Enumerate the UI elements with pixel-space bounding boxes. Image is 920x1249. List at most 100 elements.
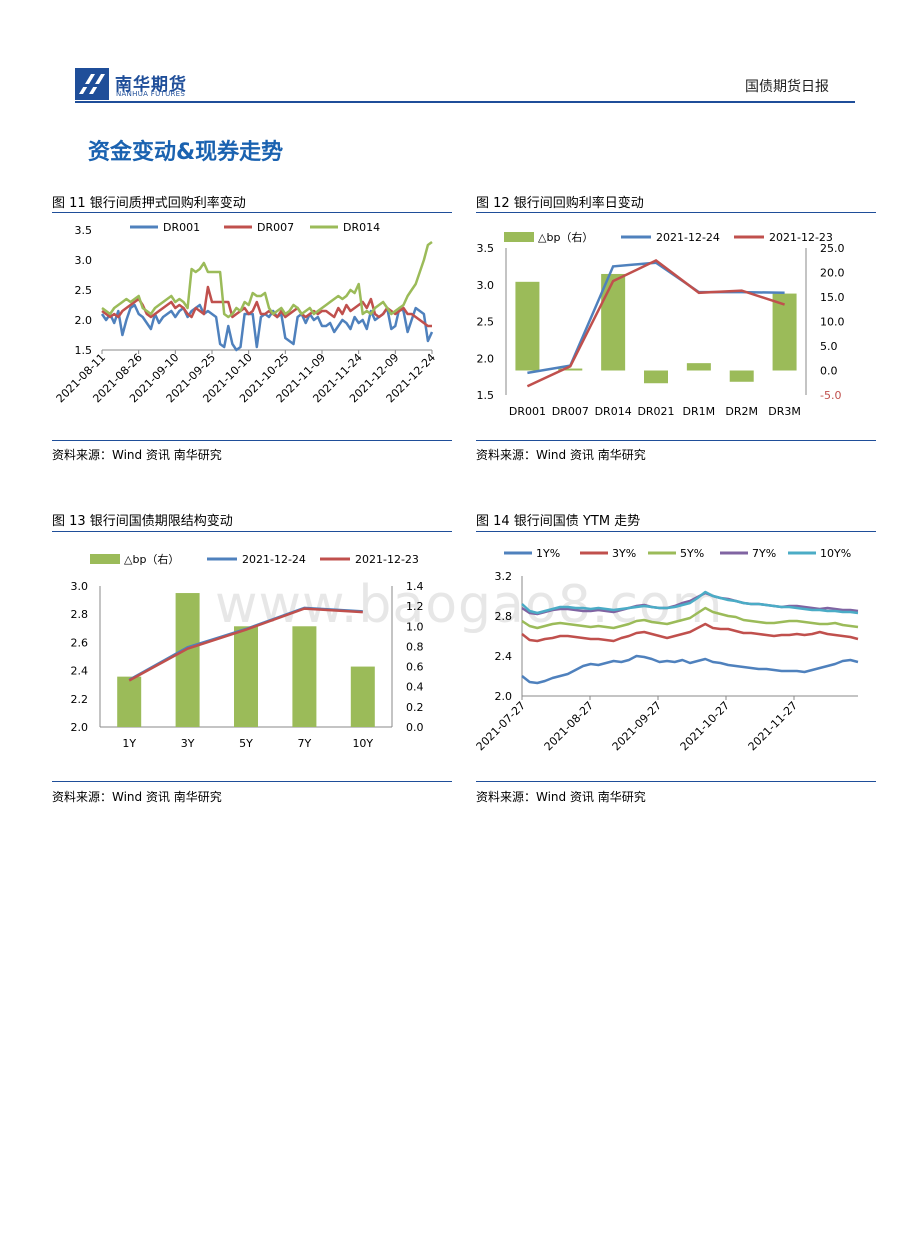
- series-line-dr014: [101, 240, 433, 319]
- bar: [601, 273, 626, 371]
- legend-label: 1Y%: [536, 547, 560, 560]
- logo-subtext: NANHUA FUTURES: [116, 90, 186, 98]
- bar: [292, 626, 317, 727]
- series-line: [128, 607, 363, 682]
- term-structure-chart: 3.0 2.8 2.6 2.4 2.2 2.0 1.4 1.2 1.0 0.8 0.6 0.4 0.2 0…: [71, 552, 424, 750]
- bar: [234, 626, 258, 727]
- y-right-tick-label: 1.0: [406, 620, 424, 633]
- y-right-tick-label: 0.0: [820, 365, 838, 378]
- x-tick-label: DR014: [595, 405, 632, 418]
- y-right-tick-label: 5.0: [820, 340, 838, 353]
- y-tick-label: 2.4: [495, 650, 513, 663]
- y-right-tick-label: 1.4: [406, 580, 424, 593]
- legend-label: 2021-12-23: [355, 553, 419, 566]
- x-tick-label: DR001: [509, 405, 546, 418]
- legend-label: 2021-12-24: [656, 231, 720, 244]
- figure-divider: [476, 531, 876, 532]
- figure-title: 图 12 银行间回购利率日变动: [476, 196, 644, 211]
- y-tick-label: 3.0: [75, 254, 93, 267]
- series-line-dr007: [101, 285, 432, 328]
- x-tick-label: 5Y: [239, 737, 253, 750]
- figure-divider: [52, 531, 452, 532]
- y-left-tick-label: 2.4: [71, 665, 89, 678]
- y-left-tick-label: 2.6: [71, 636, 89, 649]
- series-line: [521, 590, 859, 615]
- y-tick-label: 2.5: [75, 284, 93, 297]
- y-left-tick-label: 2.8: [71, 608, 89, 621]
- source-note: 资料来源：Wind 资讯 南华研究: [476, 790, 646, 804]
- figure-divider: [476, 781, 876, 782]
- header-divider: [75, 101, 855, 103]
- y-right-tick-label: 10.0: [820, 316, 845, 329]
- legend-label: 2021-12-24: [242, 553, 306, 566]
- legend-swatch: [90, 554, 120, 564]
- x-tick-label: 3Y: [181, 737, 195, 750]
- x-tick-label: DR021: [637, 405, 674, 418]
- x-tick-label: DR007: [552, 405, 589, 418]
- y-right-tick-label: 0.6: [406, 661, 424, 674]
- x-tick-label: 2021-10-27: [678, 699, 732, 753]
- legend-label: 5Y%: [680, 547, 704, 560]
- legend-label: 7Y%: [752, 547, 776, 560]
- y-left-tick-label: 3.0: [477, 279, 495, 292]
- repo-rate-line-chart: 3.53.02.52.01.52021-08-112021-08-262021-…: [54, 221, 438, 405]
- figure-divider: [52, 212, 452, 213]
- bar: [350, 666, 375, 727]
- y-right-tick-label: -5.0: [820, 389, 841, 402]
- page-header: 南华期货 NANHUA FUTURES 国债期货日报: [75, 66, 855, 102]
- series-line: [527, 261, 785, 375]
- bar: [729, 370, 754, 382]
- y-left-tick-label: 2.0: [477, 352, 495, 365]
- bar: [772, 293, 797, 371]
- y-left-tick-label: 2.5: [477, 316, 495, 329]
- y-tick-label: 2.0: [75, 314, 93, 327]
- bar: [117, 676, 142, 727]
- y-tick-label: 2.8: [495, 610, 513, 623]
- bar: [175, 593, 200, 727]
- y-tick-label: 3.2: [495, 570, 513, 583]
- y-left-tick-label: 2.2: [71, 693, 89, 706]
- y-tick-label: 1.5: [75, 344, 93, 357]
- series-line: [521, 591, 859, 616]
- legend-label: DR007: [257, 221, 294, 234]
- figure-title: 图 13 银行间国债期限结构变动: [52, 514, 233, 529]
- y-right-tick-label: 0.4: [406, 681, 424, 694]
- legend-label: 10Y%: [820, 547, 851, 560]
- series-line-dr001: [100, 303, 434, 352]
- source-note: 资料来源：Wind 资讯 南华研究: [52, 790, 222, 804]
- bar: [644, 370, 668, 384]
- legend-label: △bp（右）: [124, 552, 179, 566]
- legend-label: DR014: [343, 221, 380, 234]
- legend-swatch: [504, 232, 534, 242]
- x-tick-label: 7Y: [298, 737, 312, 750]
- y-right-tick-label: 15.0: [820, 291, 845, 304]
- figure-divider: [476, 212, 876, 213]
- source-note: 资料来源：Wind 资讯 南华研究: [476, 448, 646, 462]
- y-tick-label: 2.0: [495, 690, 513, 703]
- y-right-tick-label: 0.8: [406, 640, 424, 653]
- figure-title: 图 11 银行间质押式回购利率变动: [52, 196, 246, 211]
- legend-label: 3Y%: [612, 547, 636, 560]
- y-tick-label: 3.5: [75, 224, 93, 237]
- series-line: [521, 606, 859, 630]
- figure-title: 图 14 银行间国债 YTM 走势: [476, 514, 641, 529]
- bar: [558, 368, 583, 371]
- repo-daily-change-chart: 3.5 3.0 2.5 2.0 1.5 25.0 20.0 15.0 10.0 5.0 0.0 -5.…: [477, 230, 845, 418]
- y-right-tick-label: 1.2: [406, 600, 424, 613]
- x-tick-label: 2021-09-27: [610, 699, 664, 753]
- legend-label: 2021-12-23: [769, 231, 833, 244]
- x-tick-label: 2021-08-27: [542, 699, 596, 753]
- series-line: [526, 259, 785, 388]
- x-tick-label: 2021-11-27: [746, 699, 800, 753]
- x-tick-label: 1Y: [122, 737, 136, 750]
- y-left-tick-label: 1.5: [477, 389, 495, 402]
- x-tick-label: DR3M: [768, 405, 801, 418]
- series-line: [521, 654, 859, 685]
- legend-label: △bp（右）: [538, 230, 593, 244]
- series-line: [521, 622, 859, 643]
- x-tick-label: DR1M: [683, 405, 716, 418]
- figure-divider: [52, 781, 452, 782]
- y-left-tick-label: 3.5: [477, 242, 495, 255]
- x-tick-label: 2021-07-27: [476, 699, 528, 753]
